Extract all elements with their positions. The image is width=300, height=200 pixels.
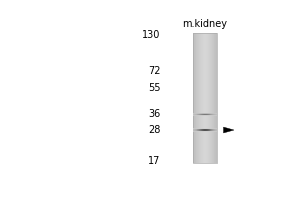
Text: 17: 17 xyxy=(148,156,161,166)
Text: m.kidney: m.kidney xyxy=(182,19,227,29)
Text: 28: 28 xyxy=(148,125,161,135)
Text: 36: 36 xyxy=(148,109,161,119)
Polygon shape xyxy=(224,127,234,133)
Text: 130: 130 xyxy=(142,30,161,40)
Text: 55: 55 xyxy=(148,83,161,93)
Bar xyxy=(193,33,217,163)
Text: 72: 72 xyxy=(148,66,161,76)
